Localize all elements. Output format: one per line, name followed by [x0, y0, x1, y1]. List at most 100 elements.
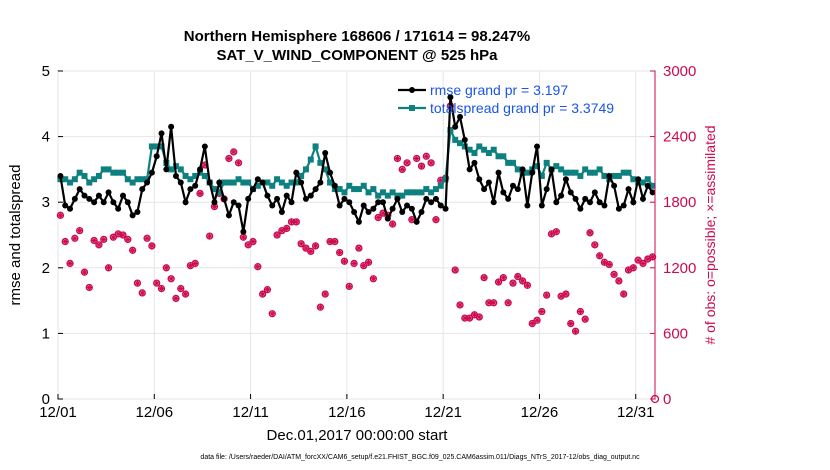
rmse-point [553, 199, 560, 206]
asterisk-stroke [568, 320, 574, 327]
rmse-point [639, 195, 646, 202]
legend-rmse-marker [409, 87, 415, 93]
totalspread-point [466, 146, 473, 153]
obs-assimilated-point [562, 290, 570, 298]
x-tick-label: 12/11 [232, 404, 268, 421]
obs-assimilated-point [163, 264, 170, 271]
rmse-point [567, 189, 574, 196]
asterisk-stroke [158, 285, 165, 292]
obs-assimilated-point [134, 279, 141, 287]
rmse-point [447, 94, 454, 101]
obs-assimilated-point [374, 214, 382, 221]
y-tick-label: 3 [42, 194, 50, 211]
asterisk-stroke [597, 253, 603, 259]
asterisk-stroke [226, 155, 232, 162]
totalspread-point [216, 189, 223, 196]
rmse-point [274, 195, 281, 202]
asterisk-stroke [418, 163, 425, 169]
asterisk-stroke [346, 283, 352, 290]
totalspread-point [158, 143, 165, 150]
obs-assimilated-point [100, 236, 107, 243]
rmse-point [457, 113, 464, 120]
rmse-point [635, 176, 642, 183]
totalspread-point [452, 136, 459, 143]
asterisk-stroke [592, 242, 598, 248]
obs-assimilated-point [466, 314, 473, 322]
obs-assimilated-point [577, 308, 584, 315]
asterisk-stroke [635, 257, 641, 263]
asterisk-stroke [616, 278, 622, 284]
totalspread-point [360, 182, 367, 189]
totalspread-point [119, 169, 126, 176]
rmse-point [134, 209, 141, 216]
asterisk-stroke [231, 149, 237, 155]
rmse-point [100, 199, 107, 206]
y2-zero-marker [650, 394, 660, 404]
obs-assimilated-point [408, 216, 416, 223]
rmse-point [558, 192, 565, 199]
totalspread-point [274, 176, 281, 183]
obs-assimilated-point [81, 268, 88, 276]
asterisk-stroke [621, 291, 627, 297]
asterisk-stroke [423, 153, 429, 159]
y2-tick-label: 600 [663, 325, 688, 342]
legend-rmse-label: rmse grand pr = 3.197 [430, 82, 568, 98]
totalspread-point [139, 176, 146, 183]
totalspread-point [481, 146, 488, 153]
totalspread-point [182, 172, 189, 179]
rmse-point [163, 166, 170, 173]
obs-assimilated-point [62, 238, 69, 245]
asterisk-stroke [409, 217, 415, 223]
asterisk-stroke [101, 236, 107, 243]
totalspread-point [269, 182, 276, 189]
rmse-point [153, 153, 160, 160]
totalspread-point [630, 176, 637, 183]
totalspread-point [596, 166, 603, 173]
rmse-point [336, 202, 343, 209]
asterisk-stroke [96, 242, 102, 248]
totalspread-point [341, 189, 348, 196]
y-tick-label: 4 [42, 129, 50, 146]
rmse-point [331, 182, 338, 189]
asterisk-stroke [394, 155, 401, 162]
rmse-point [91, 199, 98, 206]
rmse-point [620, 202, 627, 209]
y2-tick-label: 0 [663, 391, 671, 408]
totalspread-point [485, 150, 492, 156]
obs-assimilated-point [432, 216, 440, 223]
obs-assimilated-point [264, 286, 271, 293]
asterisk-stroke [250, 238, 256, 245]
rmse-point [606, 172, 613, 179]
asterisk-stroke [428, 160, 434, 166]
asterisk-stroke [77, 227, 83, 234]
obs-assimilated-point [158, 285, 165, 292]
obs-assimilated-point [606, 261, 613, 268]
obs-assimilated-point [235, 159, 242, 167]
asterisk-stroke [182, 291, 189, 297]
obs-assimilated-point [312, 242, 319, 250]
totalspread-point [293, 179, 300, 186]
totalspread-point [351, 186, 358, 193]
asterisk-stroke [207, 233, 213, 239]
totalspread-point [375, 192, 382, 199]
asterisk-stroke [572, 328, 579, 334]
totalspread-point [288, 179, 295, 186]
rmse-point [582, 195, 589, 202]
obs-assimilated-point [630, 264, 637, 271]
rmse-point [148, 169, 155, 176]
obs-assimilated-point [244, 241, 252, 249]
rmse-point [529, 169, 536, 176]
totalspread-point [355, 186, 362, 193]
obs-assimilated-point [331, 238, 339, 245]
asterisk-stroke [255, 264, 261, 270]
totalspread-point [572, 169, 579, 176]
rmse-point [432, 195, 439, 202]
rmse-point [327, 169, 334, 176]
totalspread-point [187, 176, 194, 183]
asterisk-stroke [471, 312, 478, 318]
obs-assimilated-point [427, 159, 435, 167]
chart-title-line1: Northern Hemisphere 168606 / 171614 = 98… [184, 28, 530, 45]
y2-axis-ticks: 0 600 1200 1800 2400 3000 [650, 63, 696, 408]
rmse-point [587, 199, 594, 206]
rmse-point [644, 182, 651, 189]
